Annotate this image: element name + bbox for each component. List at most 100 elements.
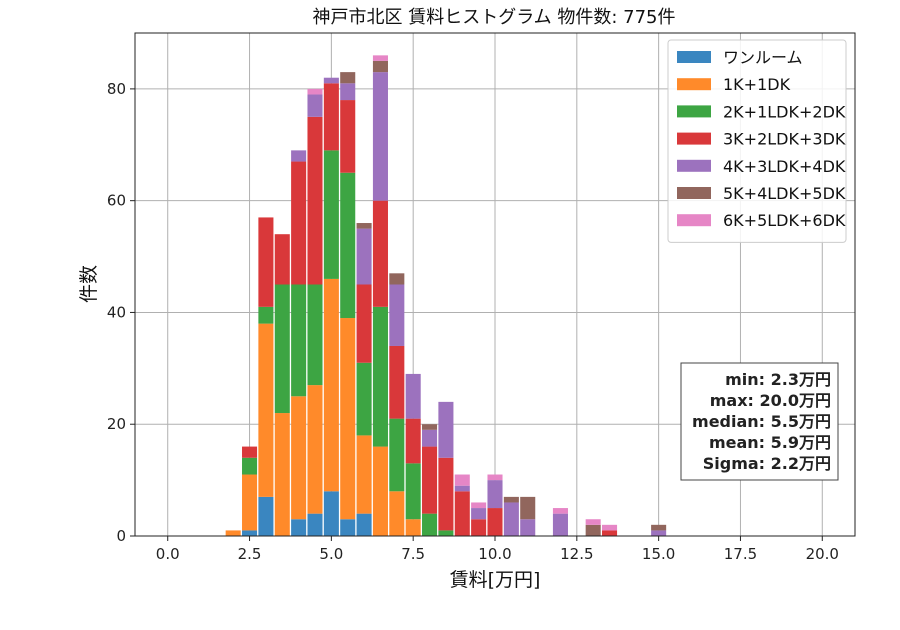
legend-label: 6K+5LDK+6DK [723,211,846,230]
bar-segment-series-3 [291,161,307,285]
legend-swatch [677,187,711,199]
bar-segment-series-3 [487,508,503,536]
x-tick-label: 10.0 [478,545,511,563]
bar-segment-series-1 [307,385,323,514]
bar-segment-series-5 [503,496,519,503]
bar-segment-series-5 [389,273,405,285]
bar-segment-series-4 [651,530,667,536]
bar-segment-series-1 [291,396,307,520]
bar-segment-series-5 [372,60,388,73]
bars-group [225,55,667,536]
y-axis-ticks: 0 20 40 60 80 [107,80,135,545]
stats-frame [680,362,839,481]
bar-segment-series-1 [405,519,421,536]
bar-segment-series-4 [389,284,405,346]
chart-title: 神戸市北区 賃料ヒストグラム 物件数: 775件 [312,7,675,28]
bar-segment-series-4 [422,429,438,447]
y-tick-label: 0 [116,527,126,545]
bar-segment-series-4 [356,228,372,285]
bar-segment-series-5 [422,424,438,430]
bar-segment-series-0 [307,513,323,536]
bar-segment-series-5 [356,223,372,229]
stats-line: Sigma: 2.2万円 [703,454,831,473]
bar-segment-series-6 [585,519,601,525]
x-tick-label: 2.5 [238,545,262,563]
bar-segment-series-3 [405,418,421,464]
bar-segment-series-0 [340,519,356,536]
bar-segment-series-4 [552,513,568,536]
bar-segment-series-3 [340,100,356,173]
bar-segment-series-2 [422,513,438,536]
legend-swatch [677,132,711,145]
x-axis-ticks: 0.0 2.5 5.0 7.5 10.0 12.5 15.0 17.5 20.0 [156,536,839,563]
bar-segment-series-6 [552,508,568,514]
x-tick-label: 20.0 [806,545,839,563]
legend-swatch [677,105,711,118]
stats-line: min: 2.3万円 [725,370,831,389]
bar-segment-series-4 [291,150,307,162]
legend-label: 5K+4LDK+5DK [723,184,846,203]
y-tick-label: 40 [107,303,126,321]
bar-segment-series-0 [242,530,258,536]
y-tick-label: 20 [107,415,126,433]
bar-segment-series-5 [585,524,601,536]
legend-label: 4K+3LDK+4DK [723,157,846,176]
bar-segment-series-3 [471,519,487,536]
bar-segment-series-3 [422,446,438,514]
bar-segment-series-6 [372,55,388,61]
legend-label: 1K+1DK [723,75,791,94]
bar-segment-series-2 [372,306,388,447]
bar-segment-series-0 [291,519,307,536]
bar-segment-series-3 [323,83,339,151]
bar-segment-series-5 [520,496,536,520]
x-tick-label: 15.0 [642,545,675,563]
bar-segment-series-1 [372,446,388,536]
bar-segment-series-1 [356,435,372,514]
bar-segment-series-2 [323,150,339,279]
bar-segment-series-2 [356,362,372,436]
bar-segment-series-6 [454,474,470,486]
bar-segment-series-2 [438,530,454,536]
bar-segment-series-1 [389,491,405,536]
x-tick-label: 0.0 [156,545,180,563]
x-tick-label: 17.5 [724,545,757,563]
bar-segment-series-2 [389,418,405,492]
bar-segment-series-3 [389,345,405,419]
legend-swatch [677,78,711,91]
bar-segment-series-3 [242,446,258,458]
bar-segment-series-2 [307,284,323,386]
bar-segment-series-3 [438,457,454,531]
legend-swatch [677,159,711,172]
bar-segment-series-1 [258,323,274,497]
bar-segment-series-3 [356,284,372,363]
x-tick-label: 5.0 [319,545,343,563]
bar-segment-series-6 [602,524,618,531]
bar-segment-series-4 [438,401,454,458]
stats-line: mean: 5.9万円 [709,433,831,452]
bar-segment-series-1 [225,530,241,536]
bar-segment-series-4 [372,72,388,201]
bar-segment-series-4 [340,83,356,101]
stats-box: min: 2.3万円 max: 20.0万円 median: 5.5万円 mean: … [680,362,839,481]
legend-swatch [677,214,711,227]
bar-segment-series-4 [471,508,487,520]
bar-segment-series-4 [520,519,536,536]
y-axis-label: 件数 [78,265,100,303]
bar-segment-series-6 [471,502,487,509]
stats-line: max: 20.0万円 [710,391,831,410]
bar-segment-series-4 [487,480,503,509]
legend-box [667,39,847,243]
legend-swatch [677,51,711,63]
y-tick-label: 60 [107,192,126,210]
bar-segment-series-2 [405,463,421,520]
bar-segment-series-1 [274,413,290,536]
bar-segment-series-1 [242,474,258,531]
x-tick-label: 7.5 [401,545,425,563]
bar-segment-series-5 [340,72,356,84]
x-tick-label: 12.5 [560,545,593,563]
bar-segment-series-3 [258,217,274,307]
legend: ワンルーム 1K+1DK 2K+1LDK+2DK 3K+2LDK+3DK 4K+3LDK… [667,39,847,243]
bar-segment-series-3 [602,530,618,536]
bar-segment-series-3 [307,116,323,285]
